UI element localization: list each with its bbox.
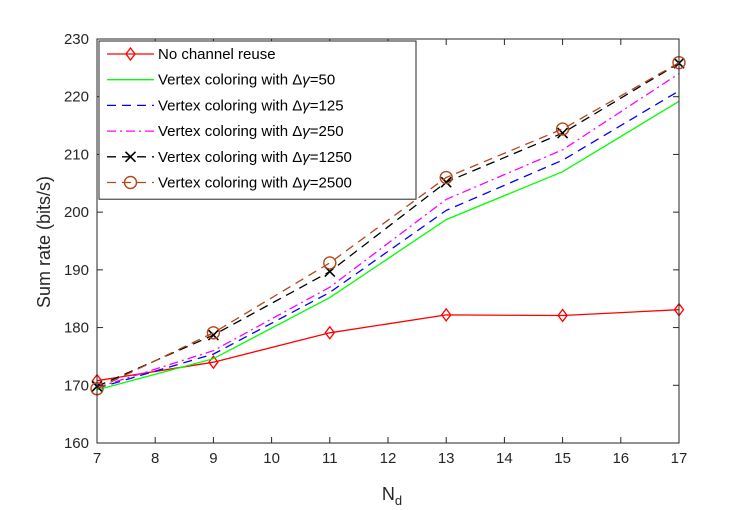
data-point-s5-2 [323,256,337,270]
x-axis-label-subscript: d [395,493,402,508]
x-tick-label: 11 [322,450,338,467]
data-point-s5-4 [555,122,570,136]
series-line-3 [96,73,680,389]
x-tick-label: 10 [263,450,280,467]
legend-label-2: Vertex coloring with Δγ=125 [158,97,344,114]
legend-box [98,40,417,200]
data-point-s0-4 [557,308,568,323]
series-line-1 [96,100,680,391]
y-tick-label: 180 [64,320,89,337]
data-point-s0-1 [208,355,219,370]
y-axis-label: Sum rate (bits/s) [34,176,54,308]
legend-label-value: =250 [310,123,344,140]
y-tick-label: 210 [64,146,89,163]
x-tick-label: 15 [554,450,571,467]
legend-marker-5 [123,175,138,190]
x-axis-label-main: N [382,484,395,504]
legend-label-gamma: γ [302,175,311,192]
legend-label-1: Vertex coloring with Δγ=50 [158,72,335,89]
data-point-s0-3 [440,307,452,322]
legend-marker-0 [125,46,136,62]
legend-label-prefix: Vertex coloring with [158,149,292,166]
x-tick-label: 14 [496,450,513,467]
legend-label-value: =2500 [310,175,352,192]
series-line-4 [96,62,680,387]
series-line-0 [96,309,680,382]
x-tick-label: 16 [612,450,629,467]
legend-label-4: Vertex coloring with Δγ=1250 [158,149,352,166]
data-point-s0-2 [324,325,336,340]
legend-label-5: Vertex coloring with Δγ=2500 [158,175,352,192]
legend-label-prefix: Vertex coloring with [158,97,292,114]
series-line-2 [96,90,680,389]
legend-label-value: =125 [310,97,344,114]
legend-label-value: =50 [310,72,335,89]
x-tick-label: 7 [93,450,101,467]
x-tick-label: 17 [671,450,688,467]
series-line-5 [96,62,680,390]
legend-label-gamma: γ [302,72,311,89]
legend-label-prefix: No channel reuse [158,46,276,63]
y-tick-label: 200 [64,204,89,221]
legend-label-gamma: γ [302,123,311,140]
legend-label-delta: Δ [292,149,302,166]
data-point-s4-3 [440,176,452,188]
legend-label-prefix: Vertex coloring with [158,175,292,192]
legend-label-prefix: Vertex coloring with [158,72,292,89]
x-axis-label: Nd [382,484,402,508]
legend-label-delta: Δ [292,97,302,114]
legend-marker-4 [124,151,137,163]
legend-label-value: =1250 [310,149,352,166]
x-tick-label: 13 [438,450,455,467]
y-tick-label: 160 [64,435,89,452]
legend-label-3: Vertex coloring with Δγ=250 [158,123,344,140]
legend-label-prefix: Vertex coloring with [158,123,292,140]
y-tick-label: 170 [64,377,89,394]
data-point-s5-3 [439,170,453,185]
x-tick-label: 9 [209,450,217,467]
legend-label-delta: Δ [292,123,302,140]
legend-label-gamma: γ [302,149,311,166]
x-tick-label: 8 [151,450,159,467]
x-tick-label: 12 [380,450,397,467]
axes: 7 8 9 10 11 12 13 14 15 16 17 160 170 180 190 200 210 220… [64,31,687,467]
legend-label-delta: Δ [292,175,302,192]
legend-label-gamma: γ [302,97,311,114]
legend-label-0: No channel reuse [158,46,276,63]
y-tick-label: 190 [64,262,89,279]
y-tick-label: 230 [64,31,89,48]
y-tick-label: 220 [64,89,89,106]
data-point-s5-1 [206,326,221,340]
legend-label-delta: Δ [292,72,302,89]
